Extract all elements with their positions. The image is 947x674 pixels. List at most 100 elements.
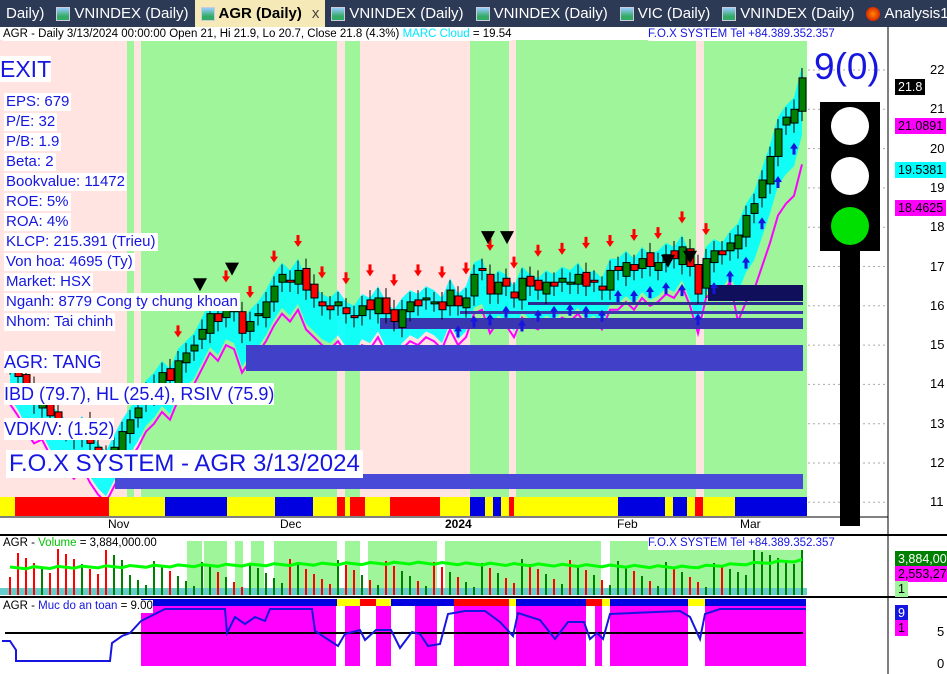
candle [406,301,415,313]
candle [190,344,199,352]
candle [198,328,207,340]
safety-line [2,608,806,662]
price-tick: 18 [930,219,945,235]
status-strip-segment [365,497,390,516]
price-tick: 15 [930,337,945,353]
candle [566,281,575,285]
safety-strip-segment [602,599,610,606]
tab-7[interactable]: Analysis1 [860,0,947,27]
candle [182,352,191,364]
safety-strip-segment [516,599,586,606]
fundamental-item: Bookvalue: 11472 [4,173,127,191]
status-strip-segment [440,497,470,516]
candle [750,203,759,214]
buy-arrow-icon [534,309,542,322]
volume-ma-badge: 2,553,270 [895,566,947,582]
signal-label: EXIT [0,56,52,82]
sell-arrow-icon [390,274,398,287]
candle [342,307,351,315]
close-tab-icon[interactable]: x [311,5,320,22]
support-zone [528,302,803,305]
tab-3[interactable]: VNINDEX (Daily) [325,0,469,27]
status-strip-segment [345,497,350,516]
fundamental-item: Von hoa: 4695 (Ty) [4,253,135,271]
candle [670,250,679,260]
sell-arrow-icon [414,264,422,277]
analysis-icon [866,6,881,21]
tab-4[interactable]: VNINDEX (Daily) [470,0,614,27]
tab-0[interactable]: Daily) [0,0,50,27]
price-badge: 18.4625 [895,200,947,216]
fundamental-item: Beta: 2 [4,153,56,171]
sell-arrow-icon [630,229,638,242]
candle [654,262,663,271]
candle [590,279,599,283]
candle [742,214,751,238]
price-tick: 13 [930,415,945,431]
candle [598,285,607,291]
safety-strip-segment [454,599,509,606]
safety-strip-segment [509,599,516,606]
safety-strip-segment [688,599,705,606]
title-banner: F.O.X SYSTEM - AGR 3/13/2024 [6,450,363,478]
candle [734,234,743,250]
score-label: 9(0) [814,46,880,87]
vdk-label: VDK/V: (1.52) [4,418,115,440]
candle [246,321,255,332]
tab-label: AGR (Daily) [218,5,302,22]
candle [622,262,631,277]
ohlc-readout: AGR - Daily 3/13/2024 00:00:00 Open 21, … [3,28,400,40]
safety-zone [595,606,602,666]
candle [294,269,303,285]
tab-2[interactable]: AGR (Daily) x [194,0,326,27]
support-zone [460,311,803,314]
status-strip-segment [665,497,673,516]
candle [422,297,431,301]
sell-triangle-icon [500,231,514,245]
candle [470,273,479,297]
sell-arrow-icon [486,238,494,251]
document-tabs: Daily) VNINDEX (Daily) AGR (Daily) x VNINDEX… [0,0,947,27]
tab-1[interactable]: VNINDEX (Daily) [50,0,194,27]
price-tick: 20 [930,140,945,156]
buy-arrow-icon [694,313,702,326]
tab-label: Daily) [6,5,45,22]
candle [462,297,471,309]
sell-triangle-icon [225,262,239,276]
status-strip-segment [0,497,15,516]
status-strip-segment [470,497,485,516]
marc-label: MARC Cloud [402,28,470,40]
buy-arrow-icon [758,217,766,230]
chart-canvas[interactable] [0,27,947,674]
candle [302,267,311,291]
candle [374,297,383,315]
safety-zone [345,606,360,666]
indicators-label: IBD (79.7), HL (25.4), RSIV (75.9) [4,383,275,405]
date-tick: Dec [280,517,302,531]
safety-strip-segment [705,599,806,606]
buy-arrow-icon [518,319,526,332]
volume-flag-badge: 1 [895,581,908,597]
status-strip-segment [514,497,618,516]
sell-arrow-icon [462,262,470,275]
status-strip-segment [350,497,365,516]
safety-tick: 0 [937,656,945,671]
tab-label: VNINDEX (Daily) [493,5,608,22]
tab-6[interactable]: VNINDEX (Daily) [716,0,860,27]
price-tick: 12 [930,455,945,470]
buy-arrow-icon [662,282,670,295]
candle [702,258,711,289]
status-strip-segment [618,497,665,516]
sell-arrow-icon [222,270,230,283]
sell-arrow-icon [438,266,446,279]
price-badge: 21.8 [895,79,926,95]
status-strip-segment [695,497,703,516]
candle [254,313,263,317]
candle [278,273,287,283]
ticker: AGR - [3,537,39,549]
trend-label: AGR: TANG [4,351,102,373]
status-strip-segment [493,497,501,516]
candle [262,301,271,319]
tab-5[interactable]: VIC (Daily) [614,0,717,27]
candle [758,179,767,199]
